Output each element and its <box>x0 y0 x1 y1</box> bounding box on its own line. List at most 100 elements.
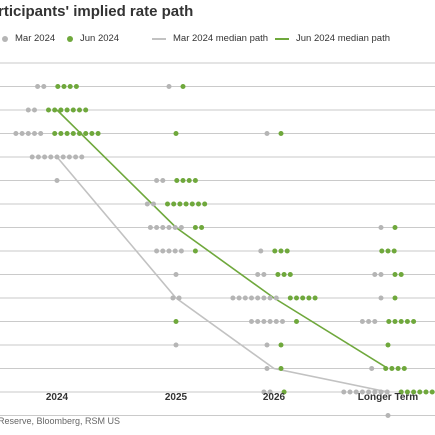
jun-2024-dot <box>287 272 293 277</box>
mar-2024-dot <box>54 154 60 160</box>
jun-2024-dot <box>278 366 284 371</box>
jun-median-path-line <box>56 109 389 370</box>
mar-2024-dot <box>19 131 25 136</box>
jun-2024-dot <box>383 366 389 371</box>
jun-2024-dot <box>272 248 278 254</box>
mar-2024-dot <box>280 319 285 324</box>
legend-item-jun-dots: Jun 2024 <box>67 33 119 44</box>
mar-2024-dot <box>258 248 264 254</box>
jun-2024-dot <box>52 131 58 136</box>
jun-2024-dot <box>70 107 76 113</box>
mar-2024-dot <box>147 225 153 230</box>
jun-2024-dot <box>199 225 205 230</box>
mar-2024-dot <box>273 319 279 324</box>
jun-2024-dot <box>77 107 82 113</box>
mar-2024-dot <box>378 225 384 230</box>
jun-2024-dot <box>294 295 299 301</box>
mar-2024-dot <box>154 178 160 183</box>
jun-2024-dot <box>385 342 391 348</box>
jun-2024-dot <box>192 178 198 183</box>
mar-2024-dot <box>372 389 378 395</box>
x-tick-label: 2026 <box>263 392 286 403</box>
jun-2024-dot <box>398 389 404 395</box>
jun-2024-dot <box>294 319 299 324</box>
mar-2024-dot <box>366 389 372 395</box>
jun-2024-dot <box>58 131 64 136</box>
jun-2024-dot <box>398 319 404 324</box>
mar-2024-dot <box>378 272 384 277</box>
legend-label-jun: Jun 2024 <box>80 33 120 44</box>
mar-2024-dot <box>267 319 273 324</box>
mar-2024-dot <box>60 154 66 160</box>
jun-2024-dot <box>61 84 67 89</box>
jun-2024-dot <box>386 319 392 324</box>
x-tick-label: 2024 <box>46 392 69 403</box>
legend-swatch-jun-dot <box>67 35 73 42</box>
mar-2024-dot <box>178 225 184 230</box>
mar-2024-dot <box>54 178 60 183</box>
jun-2024-dot <box>46 107 51 113</box>
jun-2024-dot <box>398 272 404 277</box>
mar-2024-dot <box>385 413 391 418</box>
mar-2024-dot <box>384 389 390 395</box>
jun-2024-dot <box>401 366 407 371</box>
jun-2024-dot <box>392 225 398 230</box>
jun-2024-dot <box>77 131 82 136</box>
mar-2024-dot <box>13 131 19 136</box>
jun-2024-dot <box>300 295 306 301</box>
mar-2024-dot <box>261 389 267 395</box>
jun-2024-dot <box>171 201 177 207</box>
mar-2024-dot <box>79 154 85 160</box>
jun-2024-dot <box>83 131 89 136</box>
legend-swatch-mar-line <box>152 37 166 40</box>
mar-2024-dot <box>236 295 242 301</box>
mar-2024-dot <box>264 366 270 371</box>
mar-2024-dot <box>166 248 172 254</box>
mar-2024-dot <box>359 319 365 324</box>
mar-2024-dot <box>249 319 254 324</box>
legend-label-jun-median: Jun 2024 median path <box>296 33 391 44</box>
mar-2024-dot <box>255 272 261 277</box>
mar-2024-dot <box>353 389 359 395</box>
mar-2024-dot <box>176 295 182 301</box>
mar-2024-dot <box>32 107 37 113</box>
mar-2024-dot <box>255 295 261 301</box>
x-tick-label: 2025 <box>165 392 188 403</box>
mar-2024-dot <box>366 319 372 324</box>
jun-2024-dot <box>183 201 189 207</box>
jun-2024-dot <box>67 84 73 89</box>
mar-2024-dot <box>35 154 41 160</box>
source-note: Reserve, Bloomberg, RSM US <box>0 416 121 426</box>
jun-2024-dot <box>275 272 281 277</box>
mar-2024-dot <box>66 154 72 160</box>
jun-2024-dot <box>411 389 417 395</box>
jun-2024-dot <box>278 248 284 254</box>
mar-2024-dot <box>173 342 179 348</box>
jun-2024-dot <box>64 107 70 113</box>
mar-2024-dot <box>73 154 79 160</box>
mar-2024-dot <box>29 154 35 160</box>
mar-2024-dot <box>172 225 178 230</box>
jun-2024-dot <box>278 131 284 136</box>
jun-2024-dot <box>196 201 201 207</box>
jun-2024-dot <box>186 178 192 183</box>
legend-label-mar-median: Mar 2024 median path <box>173 33 269 44</box>
mar-2024-dot <box>264 131 270 136</box>
jun-2024-dot <box>70 131 76 136</box>
legend-item-mar-dots: Mar 2024 <box>2 33 55 44</box>
jun-2024-dot <box>281 389 287 395</box>
mar-2024-dot <box>48 154 54 160</box>
mar-2024-dot <box>170 295 176 301</box>
mar-2024-dot <box>378 295 384 301</box>
jun-2024-dot <box>379 248 385 254</box>
jun-2024-dot <box>312 295 318 301</box>
jun-2024-dot <box>392 272 398 277</box>
mar-2024-dot <box>173 272 179 277</box>
legend-swatch-mar-dot <box>2 35 8 42</box>
mar-2024-dot <box>38 131 44 136</box>
mar-2024-dot <box>255 319 261 324</box>
mar-2024-dot <box>166 225 172 230</box>
jun-2024-dot <box>395 366 401 371</box>
jun-2024-dot <box>52 107 58 113</box>
